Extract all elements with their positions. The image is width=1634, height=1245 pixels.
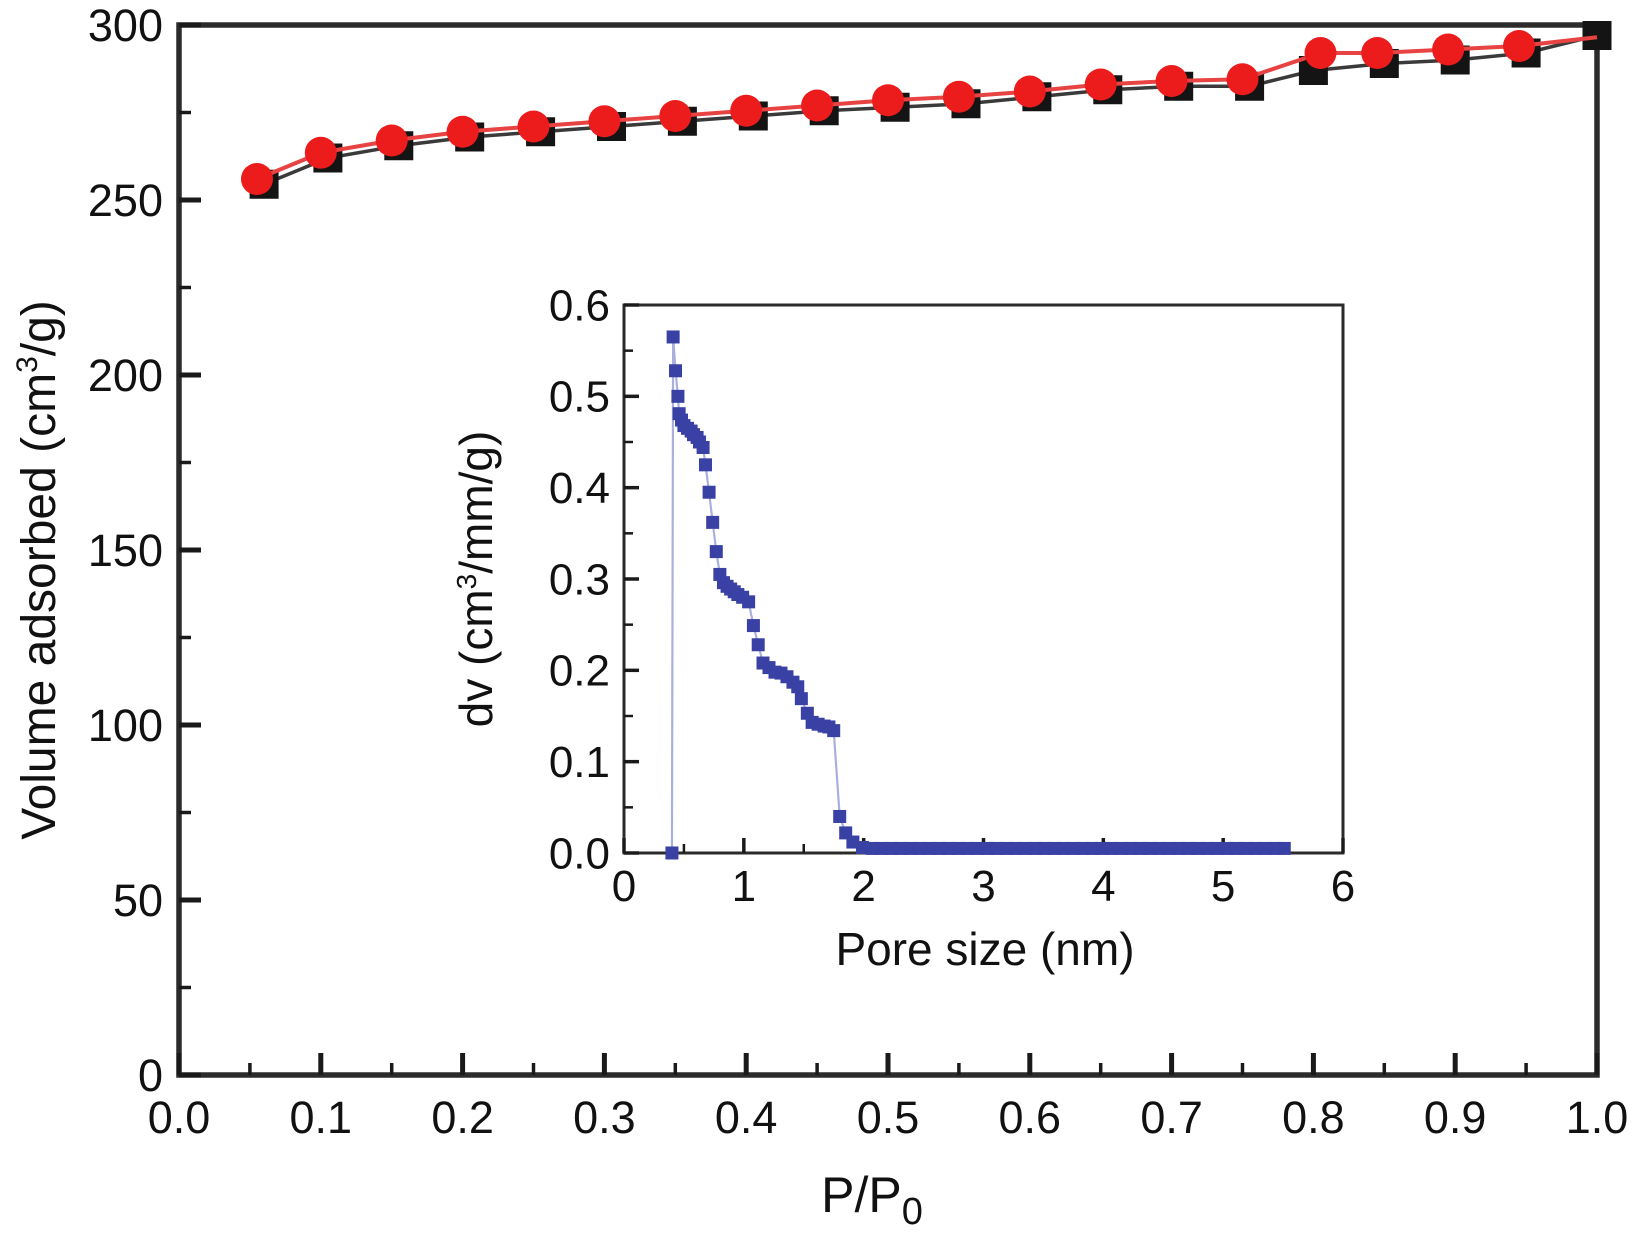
data-point-square xyxy=(751,638,765,652)
data-point-square xyxy=(696,440,710,454)
y-tick-label: 200 xyxy=(88,350,163,401)
data-point-circle xyxy=(1432,33,1465,66)
data-point-circle xyxy=(1155,65,1188,97)
y-tick-label: 50 xyxy=(113,875,163,926)
data-point-square xyxy=(1582,21,1612,50)
pore-size-distribution-blue-squares--series xyxy=(665,330,1291,860)
data-point-circle xyxy=(375,124,408,157)
x-tick-label: 0.0 xyxy=(148,1092,211,1143)
data-point-square xyxy=(827,724,841,738)
adsorption-red-circles--series xyxy=(240,30,1598,195)
y-tick-label: 0.6 xyxy=(549,281,610,330)
data-point-square xyxy=(669,364,683,378)
x-tick-label: 4 xyxy=(1091,862,1115,911)
data-point-square xyxy=(746,619,760,633)
x-tick-label: 0.6 xyxy=(999,1092,1062,1143)
x-tick-label: 2 xyxy=(851,862,875,911)
y-tick-label: 100 xyxy=(88,700,163,751)
x-tick-label: 3 xyxy=(971,862,995,911)
inset-y-axis-label: dv (cm3/mm/g) xyxy=(450,431,502,728)
plot-frame xyxy=(176,22,1600,1078)
data-point-circle xyxy=(872,84,904,117)
series-line xyxy=(670,335,1285,854)
inset-x-axis-label: Pore size (nm) xyxy=(835,923,1134,975)
y-tick-label: 0.2 xyxy=(549,647,610,696)
x-tick-label: 0.1 xyxy=(290,1092,353,1143)
data-point-circle xyxy=(1013,75,1046,108)
data-point-circle xyxy=(304,136,337,169)
data-point-square xyxy=(742,595,756,609)
data-point-circle xyxy=(1226,63,1259,96)
x-tick-label: 0.5 xyxy=(857,1092,920,1143)
y-tick-label: 0.1 xyxy=(549,738,610,787)
x-tick-label: 1 xyxy=(732,862,756,911)
y-tick-label: 250 xyxy=(88,175,163,226)
data-point-circle xyxy=(942,80,975,113)
data-point-circle xyxy=(1361,37,1394,69)
data-point-square xyxy=(698,458,712,472)
data-point-square xyxy=(666,330,680,344)
data-point-square xyxy=(833,809,847,823)
x-tick-label: 0.4 xyxy=(715,1092,778,1143)
y-tick-label: 0.5 xyxy=(549,373,610,422)
main-y-axis-label: Volume adsorbed (cm3/g) xyxy=(11,300,66,840)
x-tick-label: 0.2 xyxy=(431,1092,494,1143)
x-tick-label: 0.8 xyxy=(1282,1092,1345,1143)
data-point-circle xyxy=(801,89,834,122)
main-isotherm-plot: 0.0 0.1 0.2 0.3 0.4 0.5 0.6 0.7 0.8 0.9 1.00501001… xyxy=(88,0,1628,1143)
main-x-axis-label: P/P0 xyxy=(821,1167,923,1233)
y-tick-label: 150 xyxy=(88,525,163,576)
data-point-circle xyxy=(240,163,273,195)
y-tick-label: 0.4 xyxy=(549,464,610,513)
x-tick-label: 1.0 xyxy=(1566,1092,1629,1143)
data-point-circle xyxy=(730,94,763,127)
data-point-square xyxy=(791,680,805,694)
plot-frame xyxy=(622,303,1345,855)
y-tick-label: 0.0 xyxy=(549,829,610,878)
data-point-circle xyxy=(517,110,550,143)
data-point-square xyxy=(702,485,716,499)
x-tick-label: 0.3 xyxy=(573,1092,636,1143)
data-point-circle xyxy=(1084,68,1117,101)
data-point-square xyxy=(665,846,679,860)
data-point-square xyxy=(794,692,808,706)
data-point-circle xyxy=(1503,30,1536,62)
x-tick-label: 5 xyxy=(1211,862,1235,911)
y-tick-label: 0.3 xyxy=(549,555,610,604)
data-point-square xyxy=(671,389,685,403)
data-point-circle xyxy=(446,115,479,148)
data-point-square xyxy=(1277,841,1291,855)
y-tick-label: 300 xyxy=(88,0,163,51)
x-tick-label: 0.7 xyxy=(1140,1092,1203,1143)
data-point-circle xyxy=(659,100,692,132)
y-tick-label: 0 xyxy=(138,1050,163,1101)
desorption-black-squares--series xyxy=(249,21,1612,199)
x-tick-label: 0.9 xyxy=(1424,1092,1487,1143)
x-tick-label: 0 xyxy=(612,862,636,911)
data-point-circle xyxy=(588,105,621,138)
x-tick-label: 6 xyxy=(1331,862,1355,911)
data-point-square xyxy=(709,545,723,559)
data-point-circle xyxy=(1304,37,1337,69)
data-point-square xyxy=(706,515,720,529)
inset-pore-size-plot: 0 1 2 3 4 5 6 0.0 0.1 0.2 0.3 0.4 0.5 0.6 xyxy=(549,281,1355,911)
